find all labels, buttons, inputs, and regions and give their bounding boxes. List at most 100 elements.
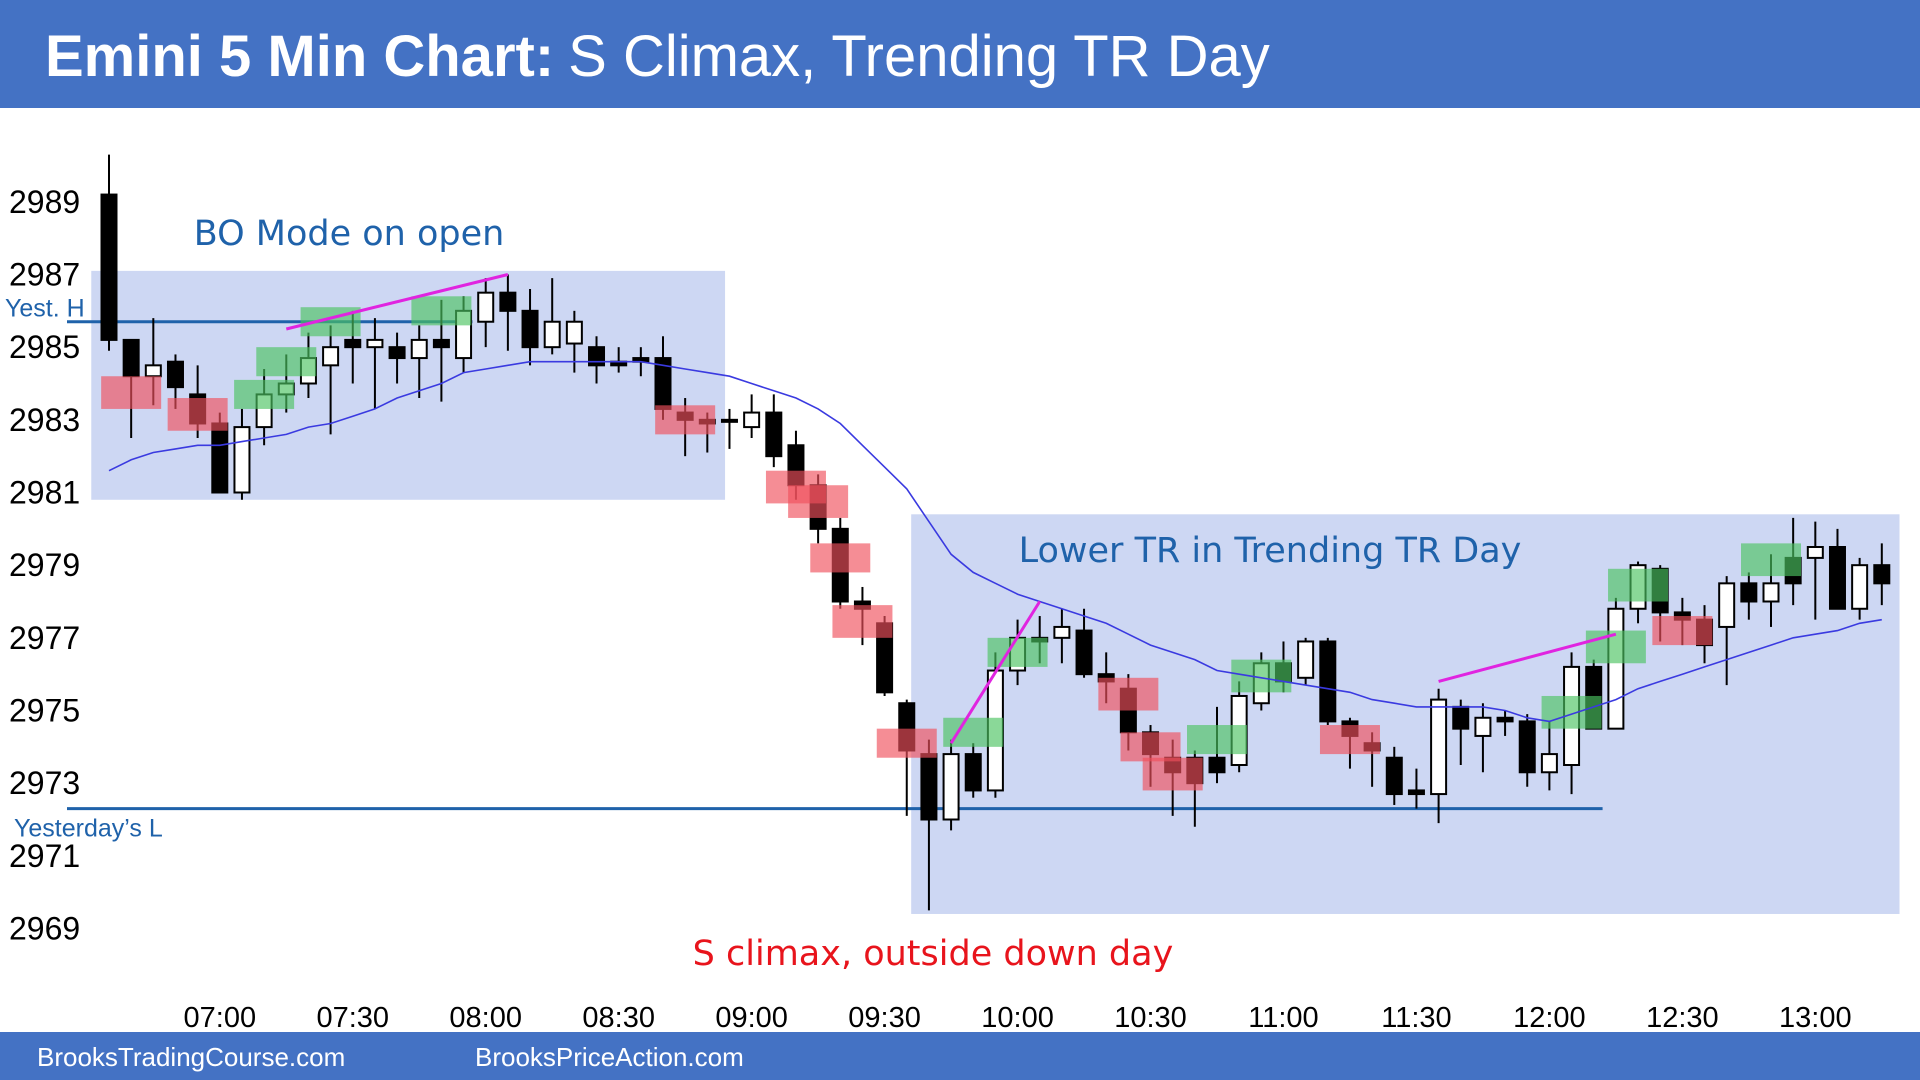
sell-highlight xyxy=(101,376,162,409)
sell-highlight xyxy=(788,485,849,518)
candle-body xyxy=(1806,546,1824,559)
y-tick-label: 2989 xyxy=(9,184,80,220)
candle-body xyxy=(1208,756,1226,774)
x-tick-label: 11:00 xyxy=(1248,1002,1318,1034)
annotation: Lower TR in Trending TR Day xyxy=(1019,531,1522,571)
annotation: BO Mode on open xyxy=(194,214,505,254)
sell-highlight xyxy=(1098,677,1159,711)
candle-body xyxy=(1297,640,1315,679)
candle-body xyxy=(432,338,450,349)
sell-highlight xyxy=(1652,616,1713,646)
candle-body xyxy=(122,338,140,378)
x-tick-label: 09:00 xyxy=(715,1002,788,1034)
buy-highlight xyxy=(1741,543,1801,577)
candle-body xyxy=(344,338,362,349)
sell-highlight xyxy=(1142,757,1203,791)
candle-body xyxy=(1053,625,1071,639)
candle-body xyxy=(1762,582,1780,603)
buy-highlight xyxy=(411,296,472,326)
buy-highlight xyxy=(234,379,295,409)
sell-highlight xyxy=(832,605,893,638)
y-tick-label: 2979 xyxy=(9,547,80,583)
x-tick-label: 10:00 xyxy=(981,1002,1054,1034)
candle-body xyxy=(322,346,340,367)
candle-body xyxy=(588,346,606,367)
candle-body xyxy=(477,291,495,323)
candle-body xyxy=(1718,582,1736,628)
sell-highlight xyxy=(876,728,937,758)
candle-body xyxy=(388,346,406,360)
x-tick-label: 08:00 xyxy=(449,1002,522,1034)
candle-body xyxy=(366,338,384,349)
y-tick-label: 2981 xyxy=(9,475,80,511)
trading-range xyxy=(911,514,1900,914)
level-label: Yest. H xyxy=(5,295,85,323)
candle-body xyxy=(410,338,428,360)
candle-body xyxy=(1518,720,1536,774)
x-tick-label: 11:30 xyxy=(1381,1002,1451,1034)
title-line: Emini 5 Min Chart: S Climax, Trending TR … xyxy=(45,24,1270,89)
candle-body xyxy=(1607,607,1625,730)
candle-body xyxy=(543,320,561,349)
sell-highlight xyxy=(1319,725,1380,755)
x-tick-label: 13:00 xyxy=(1779,1002,1852,1034)
candle-body xyxy=(521,309,539,349)
candle-body xyxy=(233,426,251,494)
candle-body xyxy=(743,411,761,429)
x-tick-label: 12:00 xyxy=(1513,1002,1586,1034)
candle-body xyxy=(1407,789,1425,796)
footer-text: BrooksPriceAction.com xyxy=(475,1042,744,1072)
footer-band xyxy=(0,1032,1920,1080)
x-tick-label: 10:30 xyxy=(1114,1002,1187,1034)
candle-body xyxy=(166,360,184,389)
candle-body xyxy=(942,753,960,821)
buy-highlight xyxy=(1585,630,1646,664)
x-tick-label: 08:30 xyxy=(582,1002,655,1034)
buy-highlight xyxy=(1608,568,1669,602)
chart-subtitle: S Climax, Trending TR Day xyxy=(568,24,1270,89)
sell-highlight xyxy=(1120,732,1181,762)
candle-body xyxy=(1740,582,1758,603)
trend-line xyxy=(949,600,1041,744)
candle-body xyxy=(1385,756,1403,796)
candle-body xyxy=(144,364,162,378)
candle-body xyxy=(1474,716,1492,737)
sell-highlight xyxy=(167,398,228,431)
candle-body xyxy=(1452,705,1470,730)
buy-highlight xyxy=(1231,659,1292,693)
candle-body xyxy=(920,753,938,821)
trend-line xyxy=(1438,632,1617,683)
sell-highlight xyxy=(810,543,871,573)
candle-body xyxy=(1851,564,1869,610)
chart-title: Emini 5 Min Chart: xyxy=(45,24,554,89)
sell-highlight xyxy=(655,405,716,435)
y-tick-label: 2973 xyxy=(9,765,80,801)
header-band xyxy=(0,0,1920,108)
candle-body xyxy=(1075,629,1093,676)
buy-highlight xyxy=(256,347,317,377)
y-tick-label: 2969 xyxy=(9,911,80,947)
candle-body xyxy=(1496,716,1514,723)
x-tick-label: 07:00 xyxy=(184,1002,257,1034)
candle-body xyxy=(1430,698,1448,796)
candle-body xyxy=(964,753,982,792)
x-tick-label: 07:30 xyxy=(316,1002,389,1034)
candle-body xyxy=(499,291,517,312)
buy-highlight xyxy=(1541,695,1602,729)
candle-body xyxy=(720,418,738,423)
candle-body xyxy=(765,411,783,458)
level-label: Yesterday’s L xyxy=(14,815,163,843)
y-tick-label: 2975 xyxy=(9,693,80,729)
candle-body xyxy=(1319,640,1337,723)
candle-body xyxy=(1540,753,1558,774)
y-tick-label: 2977 xyxy=(9,620,80,656)
footer-text: BrooksTradingCourse.com xyxy=(37,1042,345,1072)
y-tick-label: 2987 xyxy=(9,257,80,293)
moving-average xyxy=(108,360,1882,723)
annotation: S climax, outside down day xyxy=(693,934,1174,974)
candle-body xyxy=(565,320,583,345)
trend-line xyxy=(285,273,509,331)
candle-body xyxy=(100,193,118,341)
